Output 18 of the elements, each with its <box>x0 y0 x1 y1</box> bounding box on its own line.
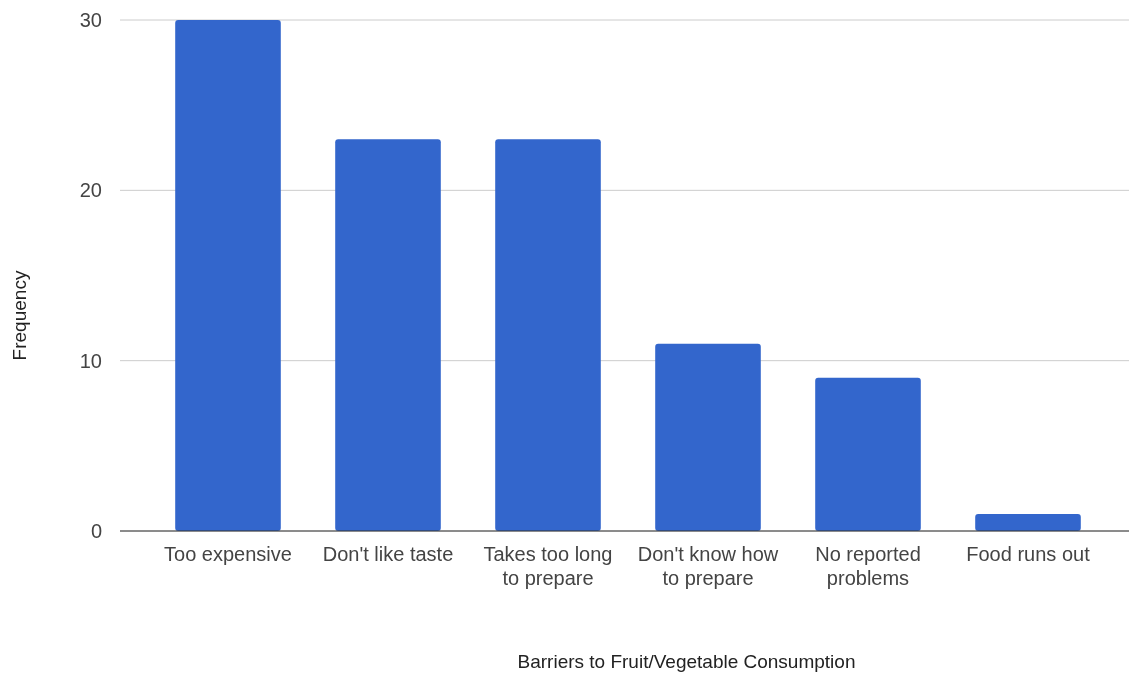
x-tick-label: Takes too long to prepare <box>483 543 613 589</box>
y-tick-label: 0 <box>90 519 102 542</box>
y-axis-title: Frequency <box>9 270 30 361</box>
bar <box>975 513 1081 531</box>
bar <box>335 139 441 531</box>
y-tick-label: 30 <box>79 8 102 31</box>
x-tick-label: Food runs out <box>966 543 1091 565</box>
x-tick-label: Don't know how to prepare <box>637 543 779 589</box>
bar <box>495 139 601 531</box>
y-tick-label: 20 <box>79 179 102 202</box>
bar <box>655 343 761 531</box>
x-tick-label: No reported problems <box>815 543 921 589</box>
x-tick-label: Don't like taste <box>322 543 454 565</box>
x-axis-title: Barriers to Fruit/Vegetable Consumption <box>517 651 856 672</box>
bar <box>175 20 281 531</box>
x-tick-label: Too expensive <box>164 543 292 565</box>
bar <box>815 377 921 531</box>
y-tick-label: 10 <box>79 349 102 372</box>
